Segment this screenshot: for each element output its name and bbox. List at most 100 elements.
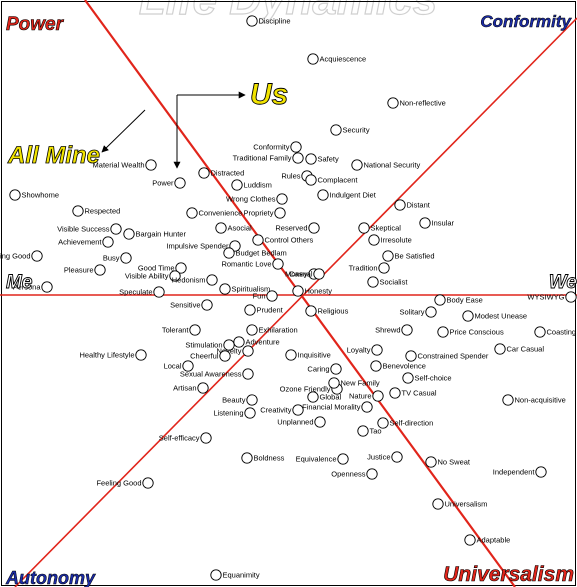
value-label: Self-direction <box>390 419 434 428</box>
value-item-adventure: Adventure <box>233 336 280 348</box>
side-label-me: Me <box>6 272 33 293</box>
value-marker <box>328 377 340 389</box>
value-label: Convenience <box>199 209 243 218</box>
value-label: Visible Success <box>57 225 110 234</box>
value-label: Busy <box>103 254 120 263</box>
value-item-achievement: Achievement <box>58 236 114 248</box>
value-label: Global <box>320 393 342 402</box>
value-label: Asocial <box>228 224 253 233</box>
value-label: Showhome <box>22 191 60 200</box>
value-marker <box>402 372 414 384</box>
corner-label-power: Power <box>6 14 65 35</box>
value-item-exhilaration: Exhilaration <box>246 324 298 336</box>
value-marker <box>425 456 437 468</box>
value-label: Control Others <box>265 236 314 245</box>
value-marker <box>434 294 446 306</box>
all-mine-arrow <box>101 109 146 153</box>
value-label: Listening <box>213 409 243 418</box>
value-label: Impulsive Spender <box>166 242 229 251</box>
value-marker <box>313 268 325 280</box>
value-marker <box>425 306 437 318</box>
value-marker <box>464 534 476 546</box>
value-item-tao: Tao <box>357 425 382 437</box>
value-marker <box>223 339 235 351</box>
value-marker <box>462 310 474 322</box>
value-item-propriety: Propriety <box>243 207 286 219</box>
value-marker <box>231 179 243 191</box>
value-label: Traditional Family <box>233 154 292 163</box>
value-label: Luddism <box>244 181 272 190</box>
value-item-speculate: Speculate <box>119 286 165 298</box>
value-label: Self-choice <box>415 374 452 383</box>
value-label: Exhilaration <box>259 326 298 335</box>
value-label: Insular <box>432 219 455 228</box>
value-marker <box>169 270 181 282</box>
value-item-price-conscious: Price Conscious <box>437 326 504 338</box>
value-marker <box>201 299 213 311</box>
value-marker <box>502 394 514 406</box>
value-item-discipline: Discipline <box>246 15 291 27</box>
value-marker <box>387 97 399 109</box>
value-marker <box>419 217 431 229</box>
value-marker <box>9 189 21 201</box>
value-label: Adaptable <box>477 536 511 545</box>
value-label: No Sweat <box>438 458 471 467</box>
value-marker <box>292 152 304 164</box>
value-label: Persona <box>13 283 42 292</box>
value-marker <box>389 387 401 399</box>
value-item-benevolence: Benevolence <box>370 360 426 372</box>
value-label: Pleasure <box>64 266 94 275</box>
value-item-beauty: Beauty <box>222 394 258 406</box>
value-label: Spiritualism <box>232 285 271 294</box>
value-item-control-others: Control Others <box>252 234 314 246</box>
value-item-socialist: Socialist <box>367 276 408 288</box>
value-marker <box>266 290 278 302</box>
value-label: Price Conscious <box>450 328 504 337</box>
value-label: Loyalty <box>347 346 371 355</box>
value-marker <box>135 349 147 361</box>
value-marker <box>252 234 264 246</box>
value-item-solitary: Solitary <box>399 306 437 318</box>
value-item-spiritualism: Spiritualism <box>219 283 271 295</box>
value-items: Discipline Acquiescence Non-reflective Secu… <box>0 15 577 581</box>
value-item-insular: Insular <box>419 217 455 229</box>
value-item-local: Local <box>164 360 194 372</box>
value-label: Budget Bedlam <box>236 249 287 258</box>
axis-autonomy-conformity <box>14 17 577 587</box>
value-item-skeptical: Skeptical <box>358 222 401 234</box>
value-item-reserved: Reserved <box>275 222 320 234</box>
value-marker <box>242 368 254 380</box>
value-item-car-casual: Car Casual <box>494 343 544 355</box>
value-marker <box>223 247 235 259</box>
value-marker <box>307 53 319 65</box>
value-marker <box>153 286 165 298</box>
value-item-visible-success: Visible Success <box>57 223 122 235</box>
value-marker <box>246 324 258 336</box>
value-item-security: Security <box>330 124 370 136</box>
value-marker <box>367 276 379 288</box>
value-marker <box>174 177 186 189</box>
value-label: Looking Good <box>0 252 31 261</box>
value-marker <box>285 349 297 361</box>
value-item-national-security: National Security <box>351 159 420 171</box>
value-label: Wrong Clothes <box>226 195 276 204</box>
value-item-adaptable: Adaptable <box>464 534 511 546</box>
value-item-financial-morality: Financial Morality <box>302 401 373 413</box>
value-marker <box>565 291 577 303</box>
value-marker <box>274 207 286 219</box>
value-item-stimulation: Stimulation <box>185 339 235 351</box>
value-item-non-reflective: Non-reflective <box>387 97 446 109</box>
value-label: Safety <box>318 155 340 164</box>
value-marker <box>206 274 218 286</box>
value-item-new-family: New Family <box>328 377 380 389</box>
value-item-caring: Caring <box>307 363 342 375</box>
value-marker <box>330 124 342 136</box>
value-label: Justice <box>367 453 390 462</box>
value-label: Discipline <box>259 17 291 26</box>
value-marker <box>307 391 319 403</box>
value-item-budget-bedlam: Budget Bedlam <box>223 247 287 259</box>
value-item-acquiescence: Acquiescence <box>307 53 366 65</box>
value-item-tradition: Tradition <box>349 262 390 274</box>
value-marker <box>292 404 304 416</box>
value-item-loyalty: Loyalty <box>347 344 383 356</box>
